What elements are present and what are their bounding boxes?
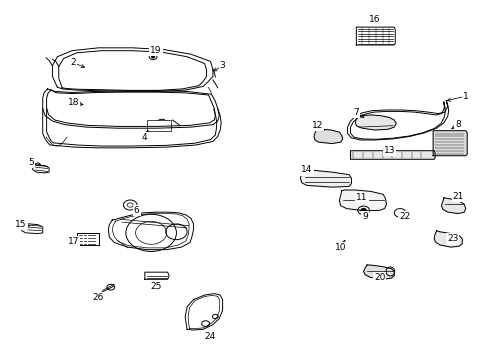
- Text: 19: 19: [150, 46, 162, 55]
- Text: 23: 23: [446, 234, 457, 243]
- Text: 10: 10: [334, 243, 346, 252]
- Text: 14: 14: [301, 166, 312, 175]
- Text: 3: 3: [219, 61, 225, 70]
- Text: 16: 16: [368, 15, 380, 24]
- Text: 4: 4: [142, 132, 147, 141]
- Polygon shape: [313, 129, 342, 144]
- Text: 8: 8: [455, 120, 460, 129]
- Text: 7: 7: [353, 108, 359, 117]
- Text: 26: 26: [92, 293, 103, 302]
- Polygon shape: [350, 151, 434, 159]
- Polygon shape: [356, 27, 394, 45]
- Text: 11: 11: [356, 193, 367, 202]
- Polygon shape: [432, 131, 466, 156]
- Text: 9: 9: [362, 212, 367, 221]
- Text: 13: 13: [383, 146, 394, 155]
- Text: 25: 25: [150, 282, 162, 291]
- Polygon shape: [441, 198, 465, 213]
- Polygon shape: [300, 169, 351, 187]
- Polygon shape: [363, 265, 393, 279]
- Polygon shape: [433, 231, 461, 247]
- Text: 22: 22: [399, 212, 410, 221]
- Text: 6: 6: [133, 206, 139, 215]
- Text: 1: 1: [462, 91, 468, 100]
- Text: 18: 18: [67, 98, 79, 107]
- Circle shape: [160, 121, 163, 124]
- Text: 5: 5: [29, 158, 34, 167]
- Text: 20: 20: [373, 273, 385, 282]
- Polygon shape: [355, 115, 395, 130]
- Text: 21: 21: [452, 192, 463, 201]
- Text: 24: 24: [203, 332, 215, 341]
- Bar: [147, 120, 170, 131]
- Circle shape: [361, 208, 366, 212]
- Polygon shape: [339, 190, 386, 211]
- Text: 15: 15: [15, 220, 26, 229]
- Circle shape: [151, 56, 154, 58]
- Text: 17: 17: [67, 237, 79, 246]
- Text: 2: 2: [70, 58, 76, 67]
- Text: 12: 12: [311, 121, 323, 130]
